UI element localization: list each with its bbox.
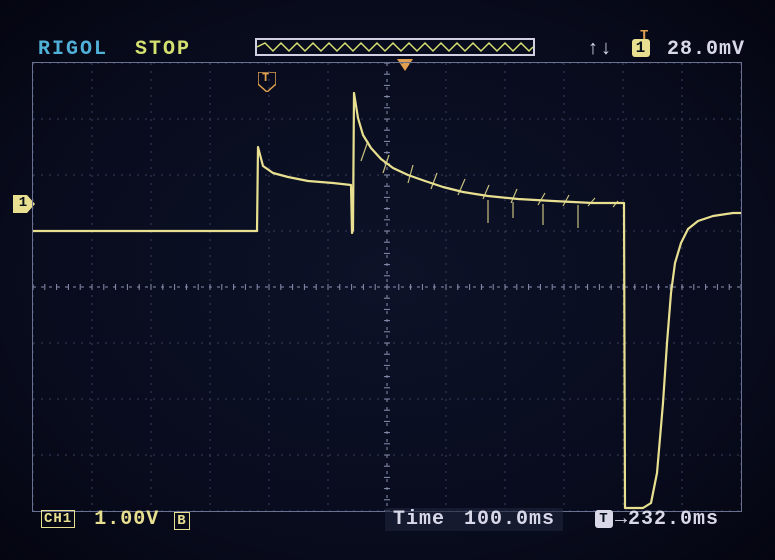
ch1-bw-icon: B: [174, 512, 189, 530]
timebase-readout: Time 100.0ms: [385, 508, 563, 531]
offset-arrow-icon: →: [615, 508, 628, 531]
bottom-bar: CH1 1.00V B Time 100.0ms T→232.0ms: [0, 508, 775, 534]
trigger-marker-label: T: [262, 71, 269, 85]
trigger-slope-icon: ↑↓: [587, 38, 613, 61]
ch1-volts-div: 1.00V: [94, 508, 159, 531]
trigger-level-value: 28.0mV: [667, 38, 745, 61]
top-bar: RIGOL STOP T ↑↓ 1 28.0mV: [0, 38, 775, 62]
ch1-coupling-icon: CH1: [41, 510, 75, 528]
oscilloscope-screen: RIGOL STOP T ↑↓ 1 28.0mV 1 T: [0, 0, 775, 560]
offset-t-icon: T: [595, 510, 613, 528]
offset-value: 232.0ms: [628, 508, 719, 531]
horizontal-offset-readout: T→232.0ms: [595, 508, 719, 531]
waveform-plot: [32, 62, 742, 512]
ch1-readout: CH1 1.00V B: [35, 508, 196, 531]
timebase-value: 100.0ms: [464, 508, 555, 531]
ch1-marker-label: 1: [19, 195, 27, 211]
run-state: STOP: [135, 38, 191, 61]
trigger-channel-badge: 1: [632, 39, 650, 57]
timebase-label: Time: [393, 508, 445, 531]
memory-overview: T: [255, 38, 535, 56]
trigger-level-readout: ↑↓ 1 28.0mV: [587, 38, 745, 61]
brand-label: RIGOL: [38, 38, 108, 61]
ch1-ground-marker: 1: [13, 195, 33, 215]
